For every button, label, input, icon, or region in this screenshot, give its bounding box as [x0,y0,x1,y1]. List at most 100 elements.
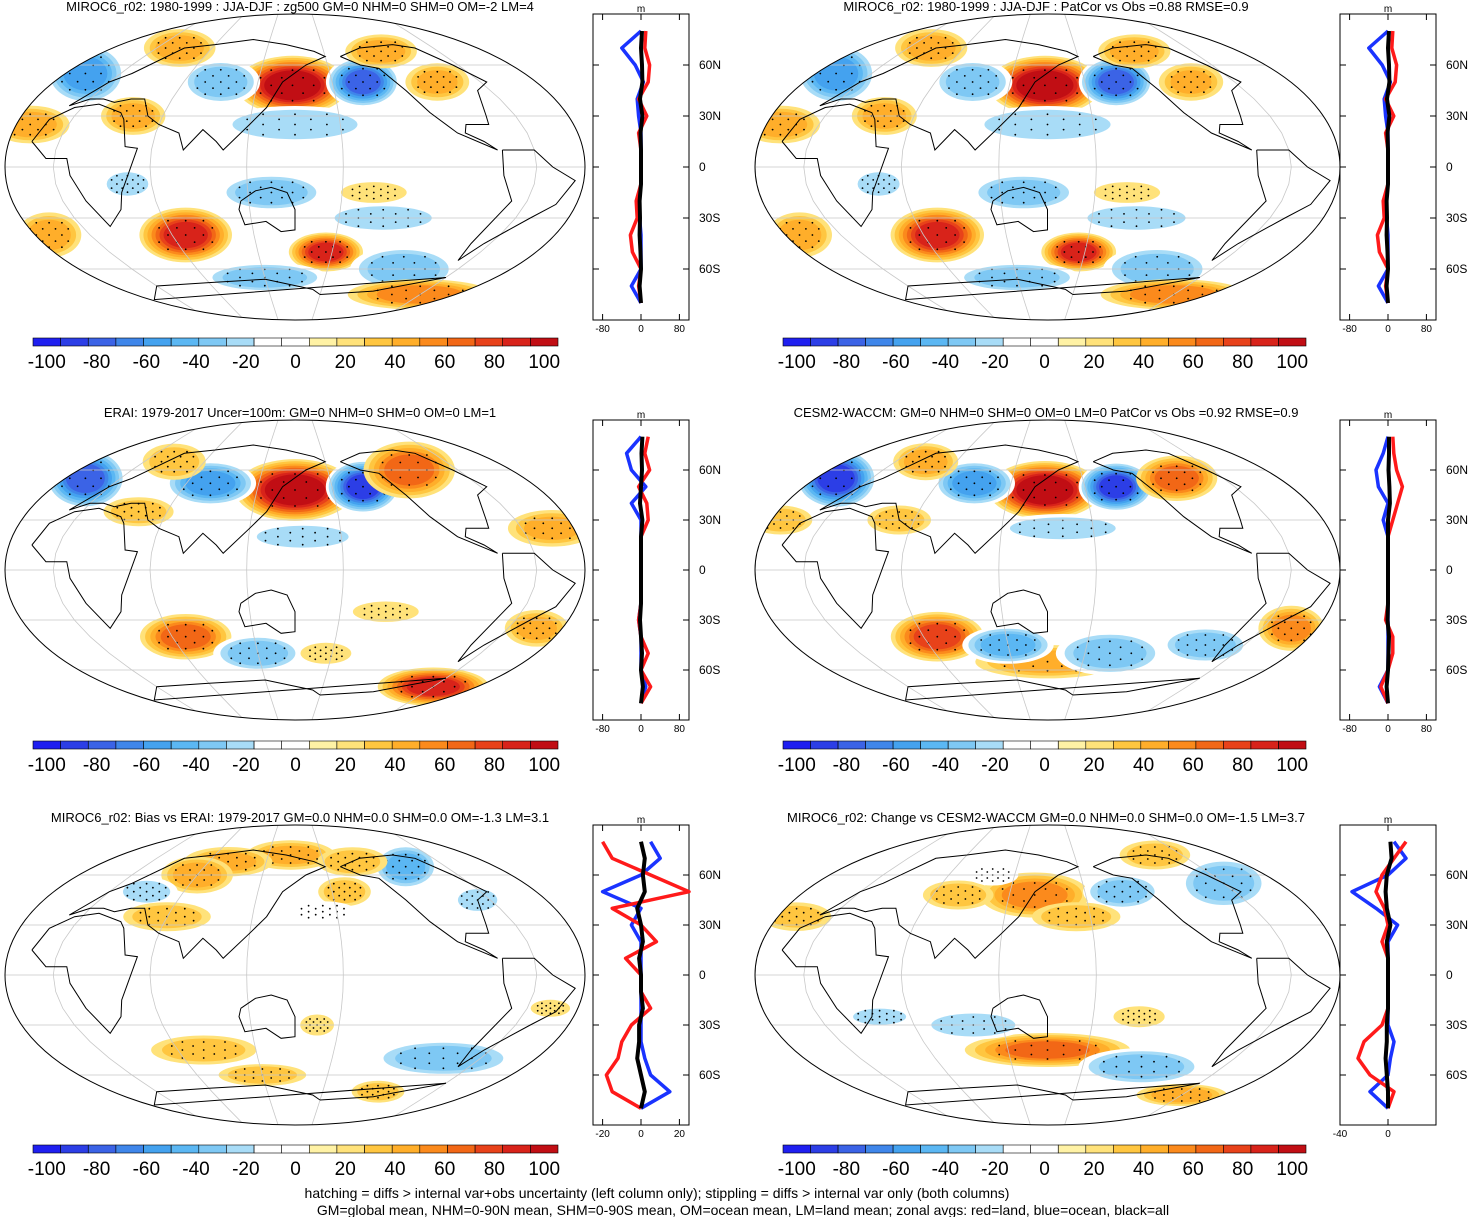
stipple-dot [158,890,161,893]
stipple-dot [283,657,286,660]
stipple-dot [1028,272,1031,275]
stipple-dot [1115,472,1117,475]
stipple-dot [1160,489,1162,492]
stipple-dot [339,251,341,253]
stipple-dot [392,877,394,880]
colorbar-swatch [308,337,338,347]
stipple-dot [289,862,292,864]
stipple-dot [210,884,213,886]
stipple-dot [1076,92,1078,94]
graticule-meridian [1064,420,1097,720]
stipple-dot [533,517,536,520]
stipple-dot [980,639,983,641]
stipple-dot [1124,262,1126,264]
stipple-dot [1022,181,1025,184]
stipple-dot [449,70,451,73]
stipple-dot [891,523,894,525]
stipple-dots [327,882,362,901]
stipple-dot [394,50,397,53]
stipple-dot [288,1071,290,1073]
stipple-dot [185,52,188,54]
stipple-dot [204,93,207,96]
stipple-dot [213,1045,216,1047]
stipple-dot [997,476,999,479]
stipple-dot [277,527,279,530]
stipple-dot [176,629,178,632]
stipple-dot [811,64,814,67]
stipple-dot [971,902,974,904]
stipple-dot [998,1053,1001,1056]
stipple-dot [343,890,346,893]
stipple-dot [1054,496,1057,499]
coastline [153,1082,447,1106]
stipple-dot [1063,251,1066,253]
coastline [238,994,296,1039]
stipple-dot [1046,1049,1049,1051]
stipple-dot [1213,649,1216,651]
stipple-dot [1100,94,1103,97]
colorbar-swatch [419,740,448,750]
stipple-dot [184,234,187,236]
stipple-dot [997,871,999,873]
stipple-dot [944,465,946,468]
stipple-dot [343,913,345,916]
stipple-dot [1108,74,1110,77]
stipple-dot [1044,900,1047,902]
stipple-dot [1136,492,1139,495]
colorbar-swatch [143,337,172,347]
stipple-dot [211,641,214,644]
stipple-dot [167,248,169,251]
stipple-dot [760,515,763,517]
stipple-dot [835,477,837,480]
colorbar-swatch [810,337,839,347]
stipple-dot [998,118,1001,121]
stipple-dot [391,301,393,304]
stipple-dot [911,460,914,463]
stipple-dot [1065,504,1068,506]
stipple-dot [995,75,998,77]
stipple-dots [303,240,349,264]
stipple-dot [316,1030,318,1032]
zonal-x-label: 0 [1385,1129,1391,1140]
stipple-dot [426,454,428,456]
stipple-dot [1168,862,1171,864]
stipple-dot [319,655,322,658]
stipple-dot [343,882,346,885]
stipple-dot [924,450,927,453]
stipple-dot [963,227,965,229]
stipple-dot [182,884,184,886]
colorbar-swatch [474,1144,504,1154]
stipple-dot [67,228,70,230]
colorbar-label: 60 [434,755,455,776]
stipple-dot [262,113,264,116]
stipple-dot [200,476,203,479]
colorbar-label: -40 [182,1159,209,1180]
stipple-dot [560,532,562,535]
stipple-dot [792,511,795,513]
stipple-dot [535,627,538,630]
stipple-dot [1240,868,1243,871]
stipple-dot [1144,285,1147,288]
panel-2: MIROC6_r02: 1980-1999 : JJA-DJF : PatCor… [754,0,1468,373]
stipple-dot [1065,99,1068,102]
colorbar-swatch [1223,740,1252,750]
stipple-dot [179,465,182,468]
stipple-dot [178,36,181,39]
stipple-dots [1271,615,1312,642]
stipple-dot [376,81,379,83]
stipple-dot [261,1080,264,1082]
stipple-dot [1170,86,1173,88]
colorbar-swatch [198,740,227,750]
colorbar-swatch [115,740,144,750]
stipple-dots [345,208,422,228]
stipple-dot [321,904,324,907]
stipple-dot [455,86,458,88]
stipple-dot [987,68,990,71]
stipple-dots [861,174,896,194]
colorbar-label: -60 [133,755,160,776]
stipple-dot [336,904,338,907]
stipple-dot [1001,181,1004,184]
stipple-dot [236,476,238,479]
zonal-unit-label: m [1384,410,1392,421]
stipple-dot [391,285,393,288]
